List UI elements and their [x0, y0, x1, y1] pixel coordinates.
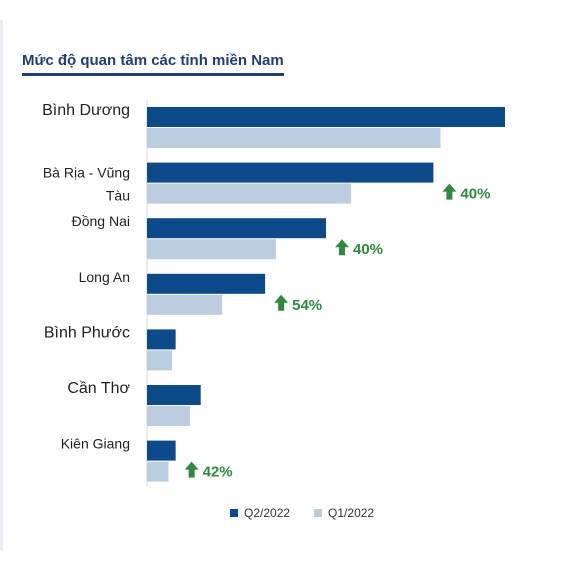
up-arrow-icon	[274, 294, 289, 311]
legend-item-q1: Q1/2022	[314, 506, 374, 520]
bar-q2-cat-4	[147, 329, 176, 350]
bar-q1-cat-4	[147, 350, 173, 371]
bar-q2-cat-0	[147, 107, 505, 127]
bars-group	[147, 107, 505, 482]
growth-label-cat-2: 40%	[353, 241, 383, 258]
bar-q1-cat-1	[147, 183, 352, 204]
growth-annotations-group: 40% 40% 54% 42%	[184, 183, 490, 481]
bar-q2-cat-6	[147, 440, 176, 461]
chart-title: Mức độ quan tâm các tỉnh miền Nam	[22, 52, 284, 76]
frame-accent-line	[0, 20, 3, 550]
category-labels-group: Bình Dương Bà Rịa - Vũng Tàu Đồng Nai Long A…	[42, 102, 130, 452]
growth-label-cat-1: 40%	[460, 186, 490, 203]
legend-label-q2: Q2/2022	[244, 506, 291, 520]
bar-q1-cat-3	[147, 294, 223, 315]
category-label-cat-4: Bình Phước	[44, 324, 130, 341]
bar-q2-cat-5	[147, 385, 201, 405]
bar-q1-cat-0	[147, 128, 441, 148]
bar-q2-cat-1	[147, 162, 434, 183]
legend-swatch-q2	[230, 509, 238, 517]
category-label-cat-2: Đồng Nai	[72, 213, 130, 229]
category-label-cat-5: Cần Thơ	[67, 380, 130, 397]
category-label-cat-6: Kiên Giang	[61, 436, 130, 452]
up-arrow-icon	[184, 461, 199, 478]
legend-label-q1: Q1/2022	[328, 506, 375, 520]
category-label-cat-1: Bà Rịa - Vũng Tàu	[43, 165, 130, 204]
bar-q1-cat-5	[147, 406, 190, 426]
legend: Q2/2022 Q1/2022	[230, 506, 374, 520]
legend-swatch-q1	[314, 509, 323, 517]
growth-label-cat-3: 54%	[292, 297, 322, 314]
up-arrow-icon	[335, 239, 349, 256]
category-label-cat-3: Long An	[79, 269, 130, 285]
growth-label-cat-6: 42%	[203, 464, 233, 481]
bar-q1-cat-2	[147, 239, 276, 260]
category-label-cat-0: Bình Dương	[42, 102, 130, 119]
bar-q1-cat-6	[147, 461, 169, 482]
bar-q2-cat-3	[147, 273, 266, 294]
legend-item-q2: Q2/2022	[230, 506, 290, 520]
bar-q2-cat-2	[147, 218, 326, 239]
up-arrow-icon	[442, 183, 457, 200]
